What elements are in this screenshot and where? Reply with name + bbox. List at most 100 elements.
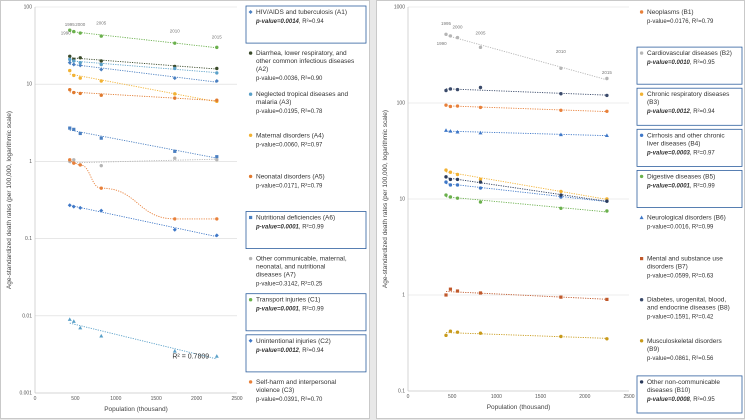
legend-stats-A2: p-value=0.0036, R²=0.90 (256, 76, 323, 82)
data-point-A5 (215, 98, 219, 102)
legend-marker-B5 (639, 174, 644, 179)
trend-line-A2 (69, 57, 217, 70)
legend-marker-C1 (248, 298, 253, 302)
data-point-B5 (444, 193, 448, 197)
data-point-B6 (558, 132, 563, 137)
data-point-A3 (68, 57, 72, 62)
legend-marker-B4 (639, 133, 644, 137)
data-point-B2 (605, 76, 609, 81)
r-squared: , R²=0.42 (689, 315, 715, 321)
legend-label-B9: (B9) (647, 346, 659, 353)
legend-box-B10 (636, 375, 743, 414)
trend-line-A6 (69, 129, 217, 159)
p-value: p-value=0.0014 (255, 19, 300, 25)
data-point-C2 (71, 204, 76, 209)
legend-stats-B1: p-value=0.0176, R²=0.79 (647, 19, 714, 25)
r-squared: , R²=0.97 (298, 142, 324, 148)
data-point-A3 (78, 60, 82, 65)
data-point-A7 (99, 163, 103, 168)
p-value: p-value=0.3142 (256, 282, 298, 288)
legend-marker-C2 (248, 338, 253, 343)
y-tick-label: 10 (399, 197, 405, 203)
legend-marker-B10 (639, 380, 644, 384)
data-point-B7 (478, 291, 483, 295)
x-tick-label: 500 (71, 396, 80, 402)
data-point-C1 (215, 45, 219, 50)
y-tick-label: 1 (29, 159, 32, 165)
data-point-C3 (68, 158, 72, 162)
data-point-B9 (605, 337, 609, 341)
y-tick-label: 10 (26, 82, 32, 88)
data-point-B10 (444, 175, 448, 179)
legend-label-C2: Unintentional injuries (C2) (256, 338, 331, 345)
data-point-A5 (78, 91, 82, 96)
legend-label-B3: (B3) (647, 99, 659, 106)
data-point-A2 (68, 54, 72, 58)
data-point-C3 (173, 217, 177, 221)
data-point-B7 (559, 295, 563, 299)
data-point-C3 (78, 163, 82, 167)
legend-marker-A4 (248, 133, 253, 137)
legend-label-A6: Nutritional deficiencies (A6) (256, 215, 335, 222)
p-value: p-value=0.0001 (255, 225, 300, 231)
data-point-C1 (68, 28, 72, 32)
legend-marker-A3 (248, 92, 253, 96)
y-tick-label: 1 (402, 293, 405, 299)
data-point-B5 (605, 209, 609, 213)
data-point-B7 (455, 289, 460, 293)
year-label: 2005 (475, 30, 486, 35)
data-point-A4 (72, 73, 76, 78)
data-point-B9 (444, 333, 448, 338)
legend-marker-B7 (640, 257, 644, 261)
legend-label-B1: Neoplasms (B1) (647, 9, 694, 16)
trend-line-B5 (445, 196, 607, 213)
data-point-A6 (72, 127, 76, 131)
data-point-B8 (448, 87, 453, 91)
data-point-A5 (68, 87, 72, 92)
legend-box-A6 (245, 211, 367, 249)
legend-label-A7: diseases (A7) (256, 272, 296, 279)
legend-label-B10: diseases (B10) (647, 387, 690, 394)
y-tick-label: 0.1 (398, 389, 405, 395)
legend-label-A2: (A2) (256, 66, 268, 73)
p-value: p-value=0.1591 (647, 315, 689, 321)
data-point-A6 (68, 126, 72, 130)
p-value: p-value=0.0861 (647, 356, 689, 362)
legend-stats-B5: p-value=0.0001, R²=0.99 (646, 183, 715, 189)
data-point-B3 (444, 168, 448, 172)
data-point-A7 (72, 158, 76, 162)
p-value: p-value=0.0001 (646, 183, 691, 189)
legend-label-B5: Digestive diseases (B5) (647, 173, 715, 180)
legend-label-B3: Chronic respiratory diseases (647, 91, 730, 98)
p-value: p-value=0.0016 (647, 225, 689, 231)
data-point-B2 (559, 66, 563, 70)
r-squared: , R²=0.99 (299, 307, 325, 313)
r-squared: , R²=0.70 (298, 397, 324, 403)
year-label: 1995 (441, 21, 452, 26)
data-point-B2 (455, 35, 460, 40)
legend-label-A1: HIV/AIDS and tuberculosis (A1) (256, 9, 347, 16)
data-point-B2 (444, 32, 448, 36)
legend-stats-A4: p-value=0.0060, R²=0.97 (256, 142, 323, 148)
legend-label-B4: liver diseases (B4) (647, 140, 700, 147)
data-point-C3 (215, 217, 219, 221)
p-value: p-value=0.0003 (646, 150, 691, 156)
trend-line-B3 (445, 171, 607, 200)
trend-line-B4 (445, 183, 607, 203)
data-point-A1 (78, 63, 83, 68)
data-point-B2 (478, 45, 483, 50)
legend-stats-B7: p-value=0.0599, R²=0.63 (647, 274, 714, 280)
data-point-C2 (214, 233, 219, 238)
trend-line-A1 (69, 63, 217, 83)
data-point-B5 (448, 195, 453, 199)
data-point-B7 (448, 287, 453, 291)
p-value: p-value=0.0195 (256, 109, 298, 115)
data-point-A2 (99, 59, 103, 63)
data-point-A2 (78, 56, 82, 60)
x-tick-label: 1000 (491, 394, 502, 400)
trend-line-A5 (69, 91, 217, 102)
r-squared: , R²=0.25 (298, 282, 324, 288)
x-tick-label: 1500 (151, 396, 162, 402)
legend-label-C3: violence (C3) (256, 387, 294, 394)
year-label: 2005 (96, 21, 107, 26)
